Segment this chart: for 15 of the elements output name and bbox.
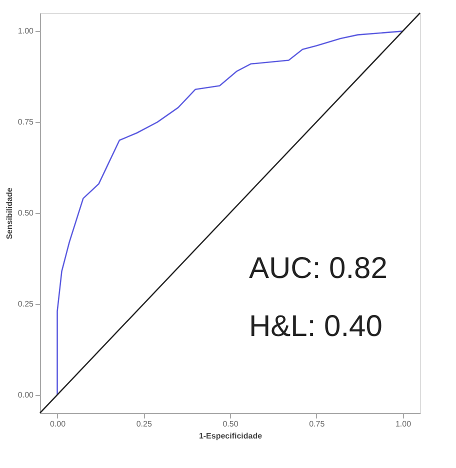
y-axis-title: Sensibilidade <box>4 187 14 240</box>
x-tick-label: 1.00 <box>395 420 412 428</box>
y-tick-label: 0.75 <box>18 118 34 127</box>
x-tick-label: 0.00 <box>50 420 66 428</box>
x-axis-title: 1-Especificidade <box>198 432 263 440</box>
y-tick-label: 1.00 <box>18 26 34 36</box>
y-tick-label: 0.00 <box>18 390 34 400</box>
line-series <box>56 30 404 396</box>
y-tick-label: 0.25 <box>18 299 34 308</box>
x-tick-label: 0.50 <box>222 420 239 428</box>
annotation: H&L: 0.40 <box>249 310 382 343</box>
y-tick-label: 0.50 <box>18 208 34 218</box>
annotation: AUC: 0.82 <box>249 252 388 285</box>
x-tick-label: 0.25 <box>136 420 152 428</box>
x-tick-label: 0.75 <box>309 420 326 428</box>
